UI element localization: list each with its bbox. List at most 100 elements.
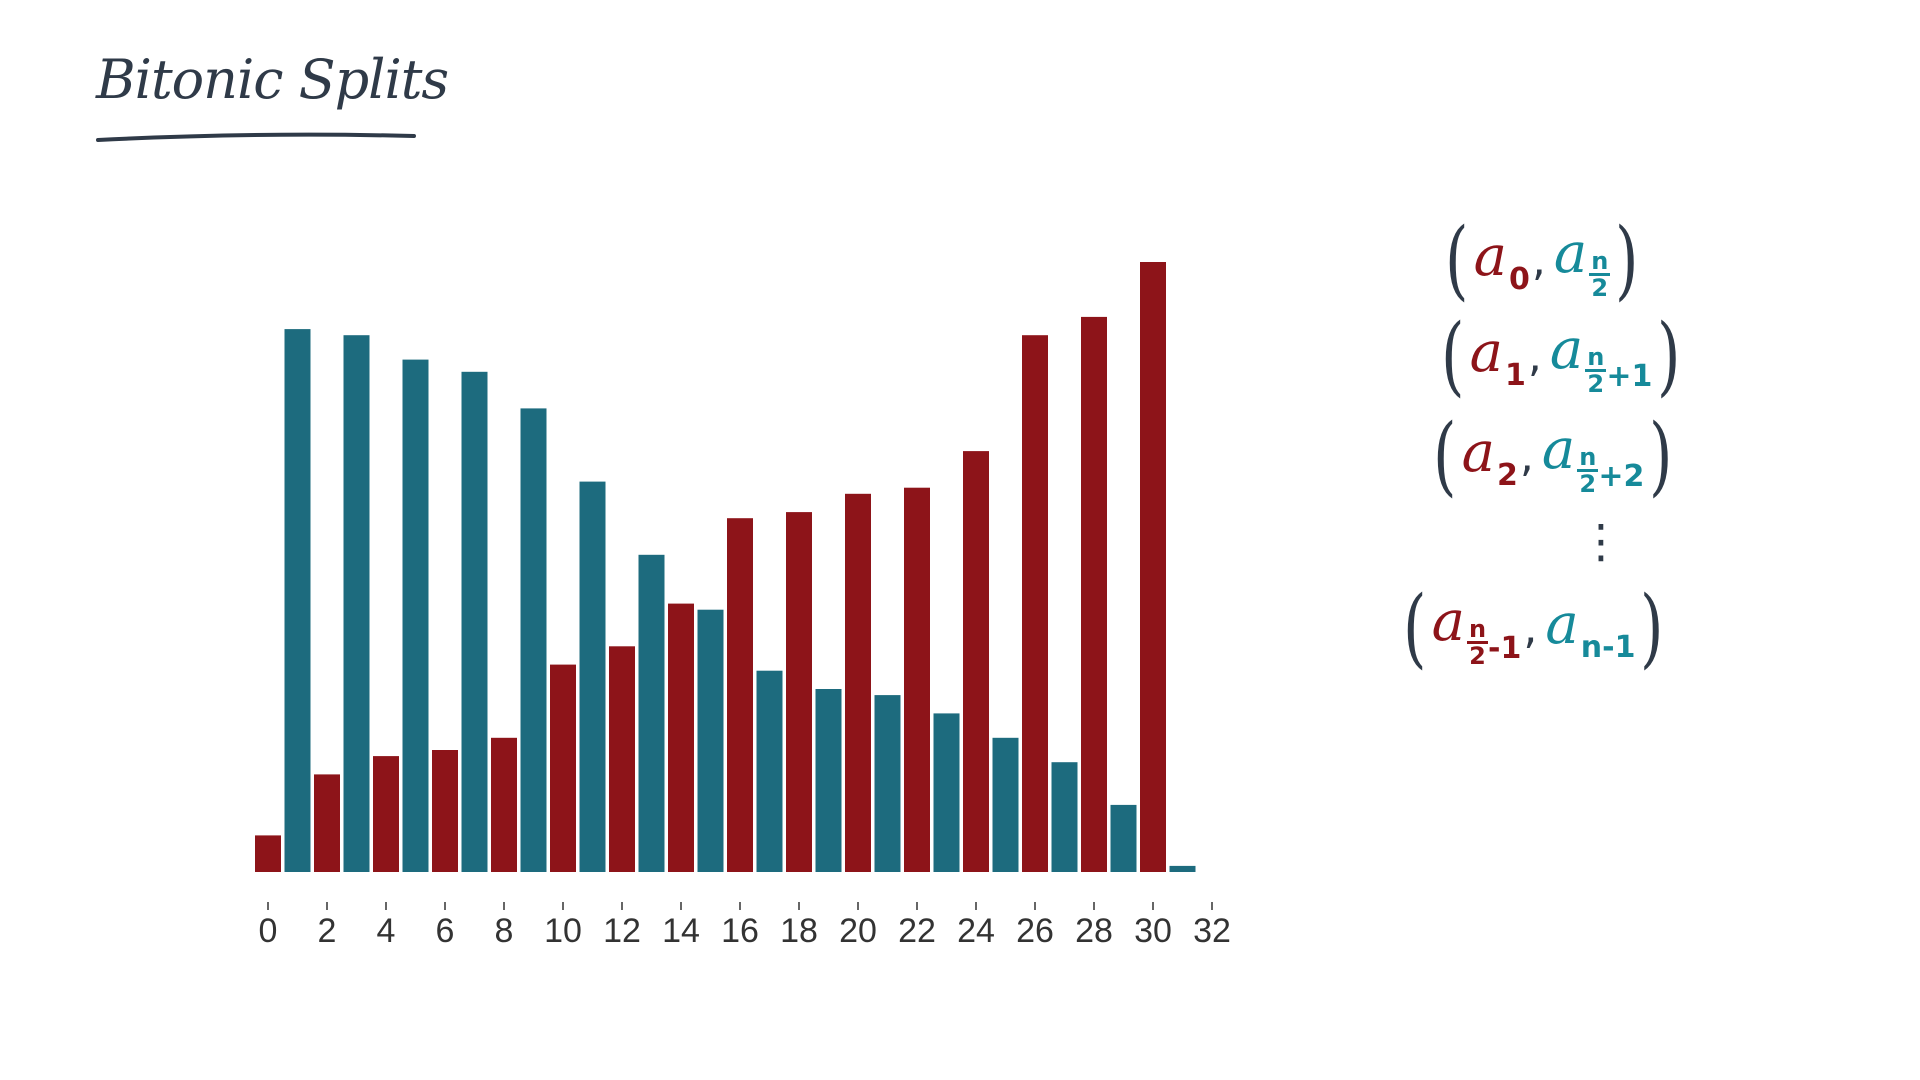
pair-right-term: an-1 bbox=[1545, 592, 1635, 665]
bar-2 bbox=[314, 774, 340, 872]
tick-label-14: 14 bbox=[662, 912, 700, 950]
bar-28 bbox=[1081, 316, 1107, 872]
bar-24 bbox=[963, 451, 989, 872]
tick-label-24: 24 bbox=[957, 912, 995, 950]
title-block: Bitonic Splits bbox=[96, 48, 449, 148]
vertical-ellipsis: ⋮ bbox=[1578, 514, 1624, 568]
bar-22 bbox=[904, 487, 930, 872]
pair-right-sub: n-1 bbox=[1580, 629, 1636, 665]
bar-7 bbox=[461, 371, 488, 872]
bar-6 bbox=[432, 750, 458, 872]
tick-label-0: 0 bbox=[259, 912, 278, 950]
pair-row-2: (a2, a n 2 +2) bbox=[1428, 406, 1678, 506]
pair-row-1: (a1, a n 2 +1) bbox=[1436, 306, 1686, 406]
comma: , bbox=[1523, 602, 1538, 654]
pair-left-sub: 0 bbox=[1508, 261, 1530, 297]
bar-23 bbox=[933, 713, 960, 872]
bar-19 bbox=[815, 689, 842, 872]
tick-label-16: 16 bbox=[721, 912, 759, 950]
pair-left-base: a bbox=[1473, 223, 1507, 289]
pair-left-sub: 2 bbox=[1496, 457, 1518, 493]
tick-label-28: 28 bbox=[1075, 912, 1113, 950]
fraction-num: n bbox=[1577, 442, 1599, 472]
bar-31 bbox=[1169, 865, 1196, 872]
pair-left-base: a bbox=[1461, 419, 1495, 485]
bar-25 bbox=[992, 737, 1019, 872]
index-pairs-list: (a0, a n 2) (a1, a n 2 +1) (a2, a n 2 +2) ⋮ (a n 2 -1,… bbox=[1380, 210, 1800, 710]
tick-label-10: 10 bbox=[544, 912, 582, 950]
close-paren: ) bbox=[1640, 578, 1664, 678]
pair-left-base: a bbox=[1431, 588, 1465, 654]
pair-right-base: a bbox=[1541, 416, 1576, 482]
fraction-num: n bbox=[1589, 246, 1611, 276]
bar-5 bbox=[402, 359, 429, 873]
bar-3 bbox=[343, 335, 370, 872]
bar-9 bbox=[520, 408, 547, 872]
bar-30 bbox=[1140, 262, 1166, 872]
tick-label-12: 12 bbox=[603, 912, 641, 950]
bar-15 bbox=[697, 609, 724, 872]
bar-26 bbox=[1022, 335, 1048, 872]
pair-right-tail: +1 bbox=[1606, 358, 1653, 394]
bar-27 bbox=[1051, 762, 1078, 872]
pair-row-0: (a0, a n 2) bbox=[1440, 210, 1644, 310]
bar-20 bbox=[845, 493, 871, 872]
bars-group bbox=[255, 262, 1196, 873]
bar-1 bbox=[284, 329, 311, 873]
bar-29 bbox=[1110, 804, 1137, 872]
close-paren: ) bbox=[1615, 210, 1639, 310]
fraction-den: 2 bbox=[1579, 469, 1597, 498]
open-paren: ( bbox=[1433, 406, 1457, 506]
fraction-den: 2 bbox=[1587, 369, 1605, 398]
bar-12 bbox=[609, 646, 635, 872]
tick-label-22: 22 bbox=[898, 912, 936, 950]
open-paren: ( bbox=[1441, 306, 1465, 406]
pair-left-term: a2 bbox=[1462, 420, 1518, 493]
ticks-group: 0 2 4 6 8 10 12 14 16 18 20 22 24 26 28 30 32 bbox=[259, 902, 1231, 950]
open-paren: ( bbox=[1445, 210, 1469, 310]
pair-right-base: a bbox=[1549, 316, 1584, 382]
pair-left-tail: -1 bbox=[1488, 630, 1522, 666]
tick-label-2: 2 bbox=[318, 912, 337, 950]
pair-row-last: (a n 2 -1, an-1) bbox=[1398, 578, 1669, 678]
tick-label-8: 8 bbox=[495, 912, 514, 950]
bar-21 bbox=[874, 695, 901, 872]
bar-8 bbox=[491, 737, 517, 872]
comma: , bbox=[1531, 234, 1546, 286]
pair-right-tail: +2 bbox=[1598, 458, 1645, 494]
bar-13 bbox=[638, 554, 665, 872]
pair-right-term: a n 2 +1 bbox=[1550, 317, 1653, 396]
pair-left-term: a1 bbox=[1470, 320, 1526, 393]
tick-label-4: 4 bbox=[377, 912, 396, 950]
bar-16 bbox=[727, 518, 753, 872]
comma: , bbox=[1527, 330, 1542, 382]
bar-4 bbox=[373, 756, 399, 872]
open-paren: ( bbox=[1403, 578, 1427, 678]
bar-10 bbox=[550, 664, 576, 872]
pair-left-sub: 1 bbox=[1504, 357, 1526, 393]
pair-left-base: a bbox=[1469, 319, 1503, 385]
fraction-den: 2 bbox=[1591, 273, 1609, 302]
pair-right-base: a bbox=[1545, 591, 1579, 657]
tick-label-20: 20 bbox=[839, 912, 877, 950]
fraction-den: 2 bbox=[1469, 641, 1486, 670]
tick-label-6: 6 bbox=[436, 912, 455, 950]
page-title: Bitonic Splits bbox=[96, 48, 449, 111]
tick-label-32: 32 bbox=[1193, 912, 1231, 950]
tick-label-26: 26 bbox=[1016, 912, 1054, 950]
pair-right-base: a bbox=[1553, 220, 1588, 286]
bar-0 bbox=[255, 835, 281, 872]
bar-14 bbox=[668, 603, 694, 872]
tick-label-18: 18 bbox=[780, 912, 818, 950]
comma: , bbox=[1519, 430, 1534, 482]
pair-left-term: a n 2 -1 bbox=[1432, 589, 1522, 668]
pair-right-term: a n 2 +2 bbox=[1542, 417, 1645, 496]
pair-left-term: a0 bbox=[1474, 224, 1530, 297]
close-paren: ) bbox=[1657, 306, 1681, 406]
bar-17 bbox=[756, 670, 783, 872]
